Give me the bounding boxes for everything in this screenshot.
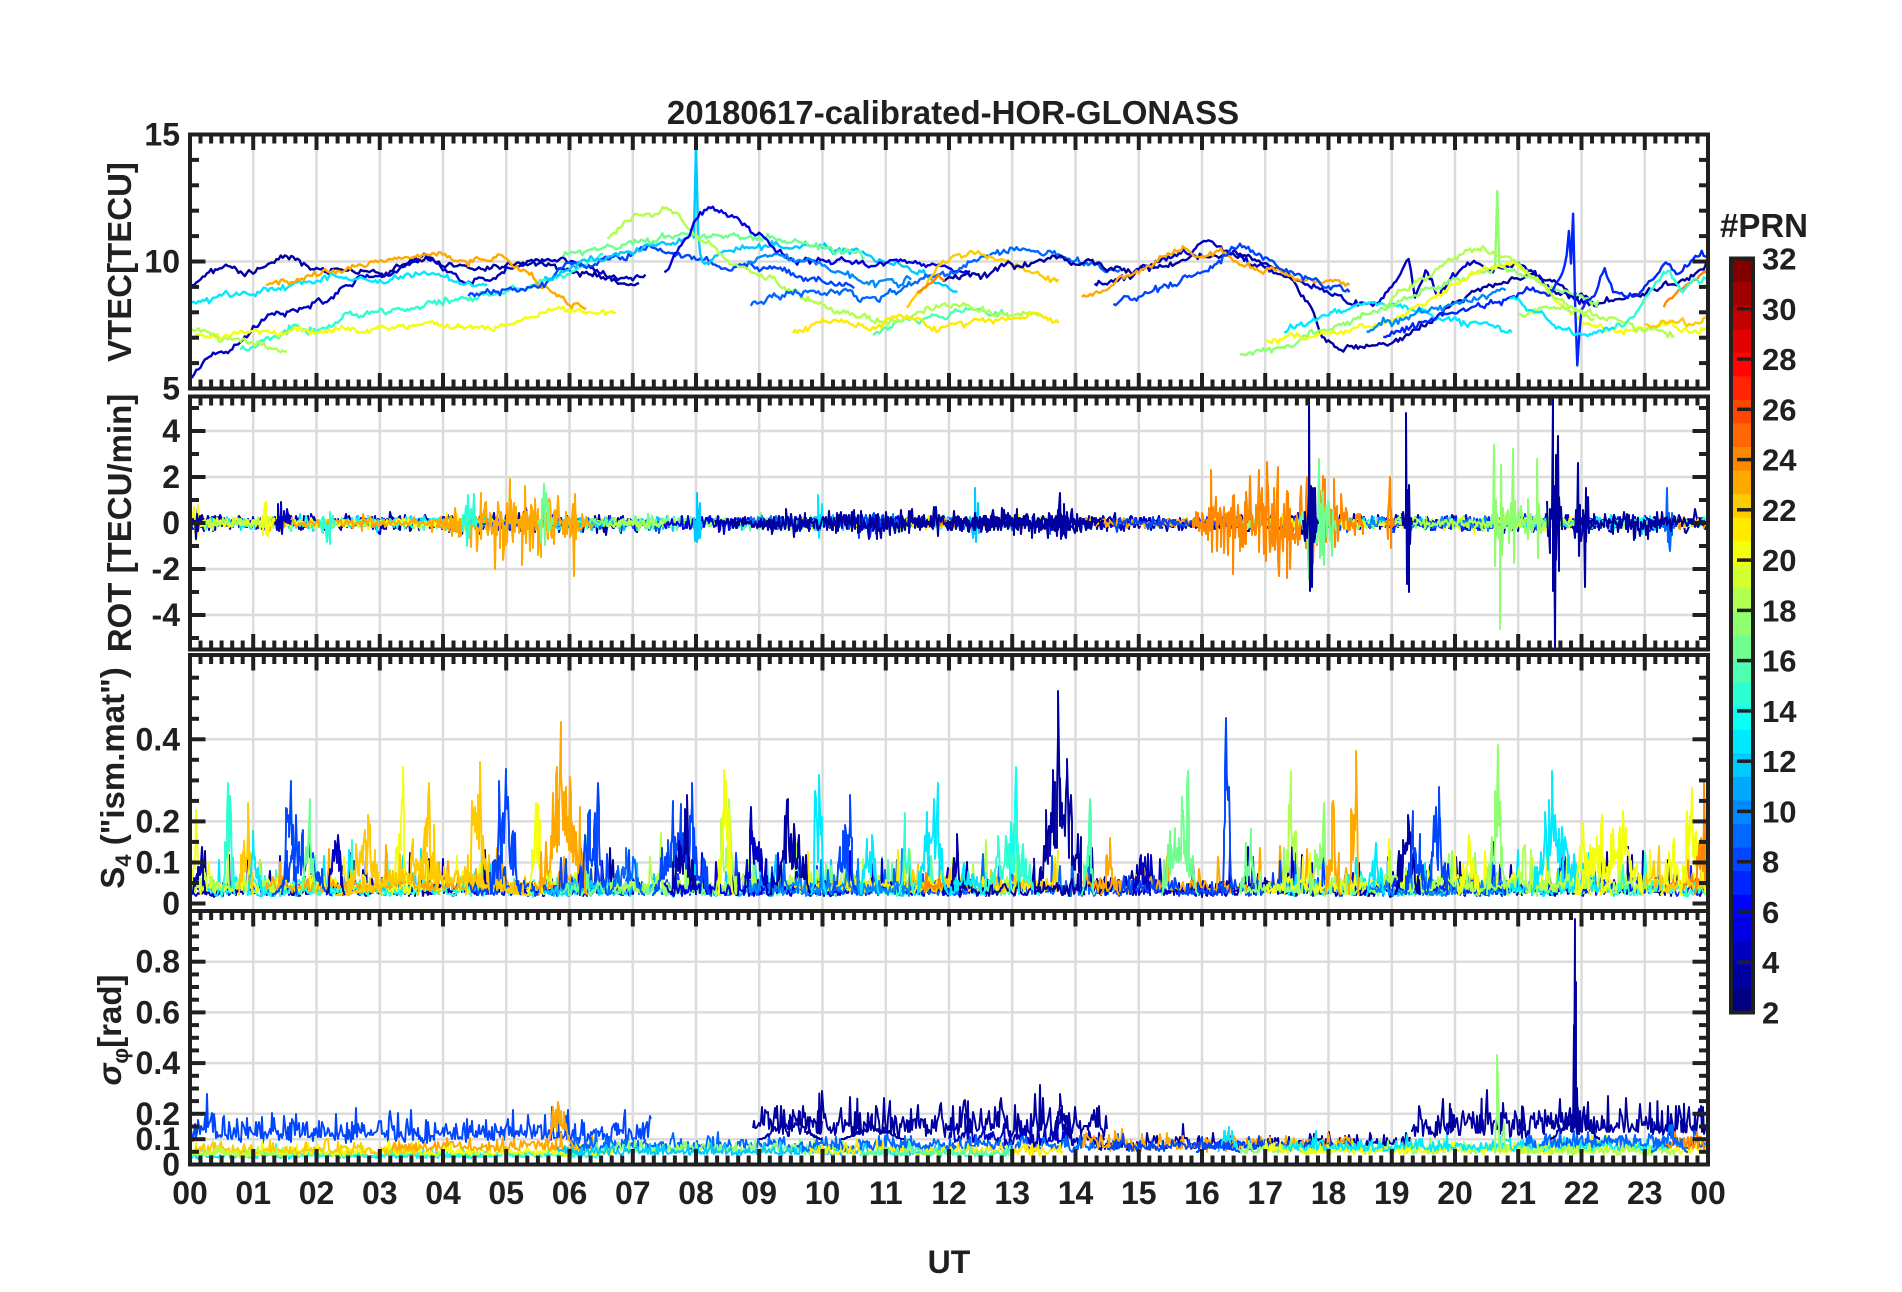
svg-text:2: 2 xyxy=(162,459,180,495)
svg-text:10: 10 xyxy=(144,244,180,280)
svg-text:20180617-calibrated-HOR-GLONAS: 20180617-calibrated-HOR-GLONASS xyxy=(667,94,1239,131)
svg-text:0.2: 0.2 xyxy=(136,1096,180,1132)
svg-text:08: 08 xyxy=(678,1175,714,1211)
svg-text:15: 15 xyxy=(144,117,180,153)
svg-text:-2: -2 xyxy=(152,551,180,587)
svg-text:18: 18 xyxy=(1762,593,1796,628)
svg-text:14: 14 xyxy=(1058,1175,1094,1211)
svg-text:ROT [TECU/min]: ROT [TECU/min] xyxy=(101,394,138,652)
svg-text:24: 24 xyxy=(1762,443,1797,478)
svg-text:-4: -4 xyxy=(152,597,181,633)
svg-text:28: 28 xyxy=(1762,342,1796,377)
svg-text:22: 22 xyxy=(1564,1175,1600,1211)
svg-text:17: 17 xyxy=(1247,1175,1283,1211)
svg-text:S4 ("ism.mat"): S4 ("ism.mat") xyxy=(94,667,136,888)
svg-text:12: 12 xyxy=(1762,744,1796,779)
svg-text:0.2: 0.2 xyxy=(136,803,180,839)
svg-text:0: 0 xyxy=(162,505,180,541)
svg-text:0: 0 xyxy=(162,1147,180,1183)
svg-text:#PRN: #PRN xyxy=(1720,207,1808,244)
svg-text:18: 18 xyxy=(1311,1175,1347,1211)
svg-text:16: 16 xyxy=(1184,1175,1220,1211)
svg-text:12: 12 xyxy=(931,1175,967,1211)
svg-text:26: 26 xyxy=(1762,392,1796,427)
svg-text:00: 00 xyxy=(1690,1175,1726,1211)
svg-text:UT: UT xyxy=(928,1244,971,1280)
svg-text:02: 02 xyxy=(299,1175,335,1211)
svg-text:11: 11 xyxy=(869,1175,903,1211)
svg-text:8: 8 xyxy=(1762,845,1779,880)
svg-text:04: 04 xyxy=(425,1175,461,1211)
svg-text:30: 30 xyxy=(1762,292,1796,327)
svg-text:14: 14 xyxy=(1762,694,1797,729)
svg-text:20: 20 xyxy=(1762,543,1796,578)
svg-text:07: 07 xyxy=(615,1175,651,1211)
svg-text:10: 10 xyxy=(1762,794,1796,829)
svg-text:0.1: 0.1 xyxy=(136,1121,180,1157)
svg-text:0.4: 0.4 xyxy=(136,721,181,757)
svg-text:VTEC[TECU]: VTEC[TECU] xyxy=(101,162,138,362)
svg-text:00: 00 xyxy=(172,1175,208,1211)
svg-text:19: 19 xyxy=(1374,1175,1410,1211)
svg-text:0.8: 0.8 xyxy=(136,944,180,980)
svg-text:0.6: 0.6 xyxy=(136,994,180,1030)
svg-text:32: 32 xyxy=(1762,242,1796,277)
svg-text:5: 5 xyxy=(162,371,180,407)
svg-text:06: 06 xyxy=(552,1175,588,1211)
svg-text:0.1: 0.1 xyxy=(136,845,180,881)
svg-text:23: 23 xyxy=(1627,1175,1663,1211)
svg-text:0.4: 0.4 xyxy=(136,1045,181,1081)
svg-text:05: 05 xyxy=(488,1175,524,1211)
svg-text:0: 0 xyxy=(162,886,180,922)
svg-text:22: 22 xyxy=(1762,493,1796,528)
svg-text:4: 4 xyxy=(162,413,180,449)
svg-text:13: 13 xyxy=(994,1175,1030,1211)
svg-text:03: 03 xyxy=(362,1175,398,1211)
svg-text:16: 16 xyxy=(1762,644,1796,679)
svg-text:09: 09 xyxy=(741,1175,777,1211)
svg-text:2: 2 xyxy=(1762,996,1779,1031)
svg-text:01: 01 xyxy=(235,1175,271,1211)
svg-text:4: 4 xyxy=(1762,945,1780,980)
svg-text:10: 10 xyxy=(805,1175,841,1211)
svg-text:6: 6 xyxy=(1762,895,1779,930)
svg-text:15: 15 xyxy=(1121,1175,1157,1211)
svg-text:σφ[rad]: σφ[rad] xyxy=(91,975,133,1086)
svg-text:20: 20 xyxy=(1437,1175,1473,1211)
svg-text:21: 21 xyxy=(1500,1175,1536,1211)
